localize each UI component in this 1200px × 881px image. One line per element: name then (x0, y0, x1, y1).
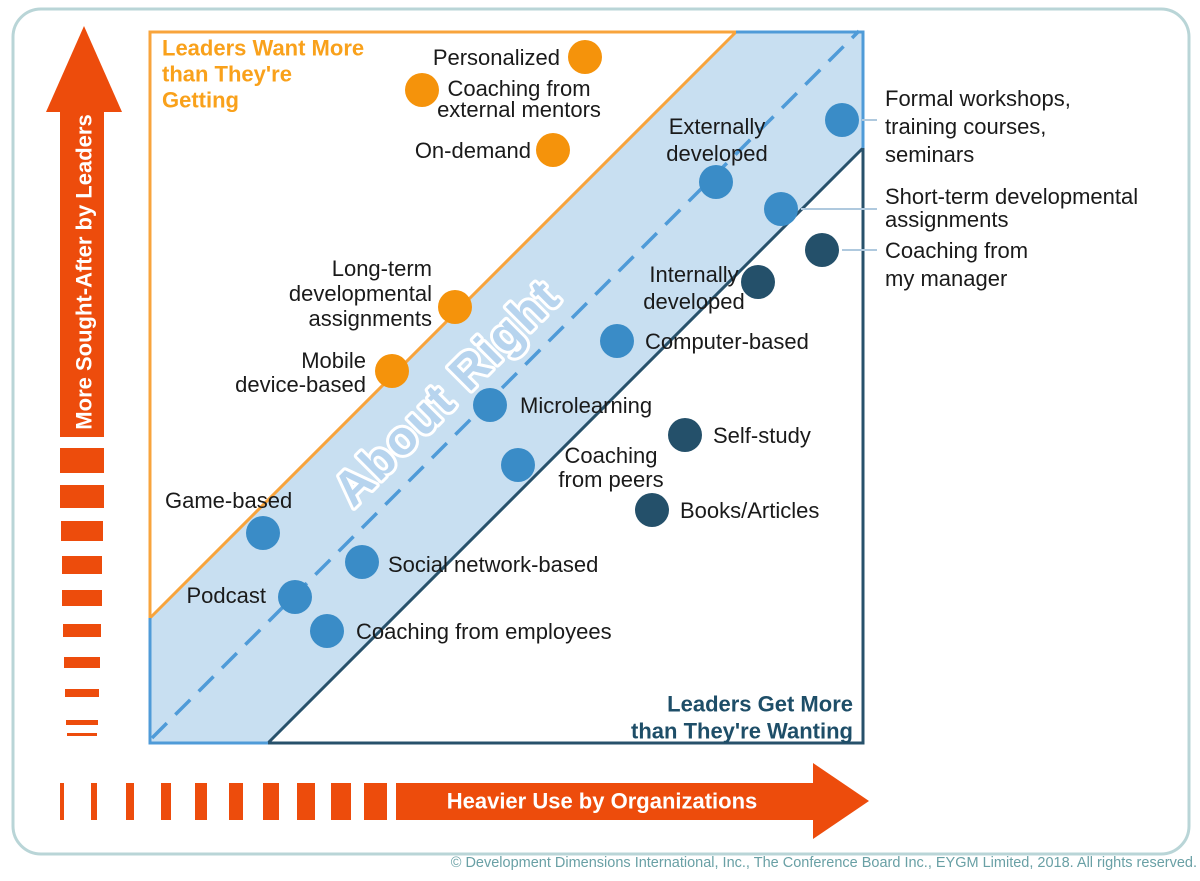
short-term-developmental-assignments-label: Short-term developmental assignments (885, 184, 1138, 232)
personalized-label: Personalized (433, 45, 560, 70)
formal-workshops-dot (825, 103, 859, 137)
on-demand-dot (536, 133, 570, 167)
arrow-tail-dash (331, 783, 351, 820)
arrow-tail-dash (195, 783, 207, 820)
about-right-band (150, 32, 863, 743)
personalized-dot (568, 40, 602, 74)
on-demand-label: On-demand (415, 138, 531, 163)
computer-based-label: Computer-based (645, 329, 809, 354)
arrow-tail-dash (62, 590, 102, 606)
x-axis-label: Heavier Use by Organizations (447, 789, 758, 814)
want-more-line-1: Leaders Want More (162, 36, 364, 61)
want-more-line-2: than They're (162, 62, 292, 87)
coaching-from-employees-dot (310, 614, 344, 648)
y-axis-arrowhead (46, 26, 122, 112)
border-bottom-left-blue (148, 618, 268, 745)
y-axis-arrow: More Sought-After by Leaders (46, 26, 122, 736)
internally-developed-label: Internally developed (643, 262, 745, 314)
coaching-from-employees-label: Coaching from employees (356, 619, 612, 644)
band-lower-edge-navy (266, 146, 865, 745)
coaching-from-my-manager-dot (805, 233, 839, 267)
arrow-tail-dash (161, 783, 171, 820)
microlearning-dot (473, 388, 507, 422)
want-more-line-3: Getting (162, 88, 239, 113)
arrow-tail-dash (60, 485, 104, 508)
externally-developed-dot (699, 165, 733, 199)
coaching-from-peers-label: Coaching from peers (558, 443, 663, 492)
border-bottom-right-navy (268, 148, 865, 745)
arrow-tail-dash (126, 783, 134, 820)
arrow-tail-dash (60, 448, 104, 473)
arrow-tail-dash (62, 556, 102, 574)
podcast-dot (278, 580, 312, 614)
microlearning-label: Microlearning (520, 393, 652, 418)
coaching-from-my-manager-label: Coaching from my manager (885, 238, 1028, 291)
x-axis-arrow-shaft (396, 783, 814, 820)
get-more-line-2: than They're Wanting (631, 719, 853, 744)
arrow-tail-dash (66, 720, 98, 725)
outer-rounded-border (11, 7, 1191, 856)
border-top-left-orange (148, 30, 736, 618)
border-top-right-blue (736, 30, 865, 148)
coaching-from-external-mentors-label: Coaching from external mentors (437, 76, 601, 122)
self-study-label: Self-study (713, 423, 811, 448)
x-axis-arrowhead (813, 763, 869, 839)
get-more-line-1: Leaders Get More (667, 692, 853, 717)
arrow-tail-dash (64, 657, 100, 668)
formal-workshops-label: Formal workshops, training courses, semina… (885, 86, 1071, 167)
podcast-label: Podcast (187, 583, 267, 608)
arrow-tail-dash (60, 783, 64, 820)
game-based-dot (246, 516, 280, 550)
computer-based-dot (600, 324, 634, 358)
coaching-from-peers-dot (501, 448, 535, 482)
books-articles-dot (635, 493, 669, 527)
arrow-tail-dash (65, 689, 99, 697)
self-study-dot (668, 418, 702, 452)
books-articles-label: Books/Articles (680, 498, 819, 523)
coaching-from-external-mentors-dot (405, 73, 439, 107)
arrow-tail-dash (297, 783, 315, 820)
x-axis-arrow: Heavier Use by Organizations (60, 763, 869, 839)
y-axis-arrow-fading-dashes (60, 448, 104, 736)
arrow-tail-dash (91, 783, 97, 820)
long-term-developmental-assignments-dot (438, 290, 472, 324)
mobile-device-based-dot (375, 354, 409, 388)
y-axis-label: More Sought-After by Leaders (72, 114, 97, 429)
mobile-device-based-label: Mobile device-based (235, 348, 366, 397)
arrow-tail-dash (364, 783, 387, 820)
band-upper-edge-orange (148, 30, 738, 620)
externally-developed-label: Externally developed (666, 114, 768, 166)
arrow-tail-dash (263, 783, 279, 820)
social-network-based-label: Social network-based (388, 552, 598, 577)
get-more-region-label: Leaders Get More than They're Wanting (631, 692, 853, 744)
arrow-tail-dash (229, 783, 243, 820)
arrow-tail-dash (61, 521, 103, 541)
arrow-tail-dash (63, 624, 101, 637)
want-more-region-label: Leaders Want More than They're Getting (162, 36, 364, 113)
game-based-label: Game-based (165, 488, 292, 513)
long-term-developmental-assignments-label: Long-term developmental assignments (289, 256, 432, 331)
internally-developed-dot (741, 265, 775, 299)
social-network-based-dot (345, 545, 379, 579)
copyright-text: © Development Dimensions International, … (451, 855, 1197, 871)
y-axis-arrow-shaft (60, 106, 104, 437)
x-axis-arrow-fading-dashes (60, 783, 387, 820)
band-center-dashed-line (150, 29, 861, 740)
data-points-layer: Personalized Coaching from external mentor… (165, 40, 1138, 648)
short-term-developmental-assignments-dot (764, 192, 798, 226)
arrow-tail-dash (67, 733, 97, 736)
